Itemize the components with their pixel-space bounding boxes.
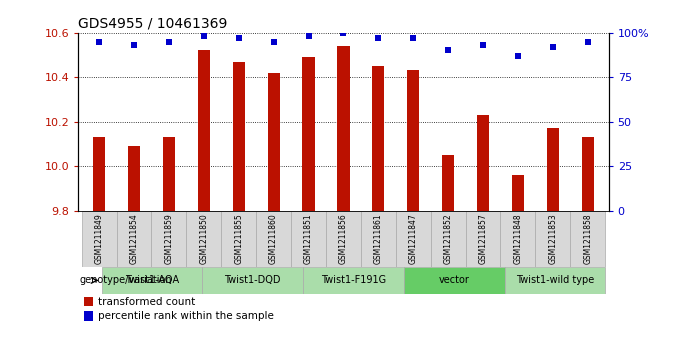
Bar: [93, 137, 105, 211]
Bar: [505, 267, 605, 294]
Text: GSM1211847: GSM1211847: [409, 213, 418, 264]
Text: GSM1211853: GSM1211853: [548, 213, 558, 264]
Bar: [203, 267, 303, 294]
Point: [129, 42, 139, 48]
Text: GSM1211861: GSM1211861: [374, 213, 383, 264]
Bar: [512, 175, 524, 211]
Text: Twist1-wild type: Twist1-wild type: [515, 276, 594, 285]
Bar: [152, 211, 186, 267]
Point: [268, 38, 279, 44]
Bar: [256, 211, 291, 267]
Point: [233, 35, 244, 41]
Bar: [303, 267, 404, 294]
Text: vector: vector: [439, 276, 470, 285]
Bar: [128, 146, 140, 211]
Bar: [500, 211, 535, 267]
Text: GSM1211856: GSM1211856: [339, 213, 348, 264]
Bar: [186, 211, 221, 267]
Point: [443, 48, 454, 53]
Bar: [221, 211, 256, 267]
Text: GDS4955 / 10461369: GDS4955 / 10461369: [78, 16, 228, 30]
Text: GSM1211851: GSM1211851: [304, 213, 313, 264]
Bar: [361, 211, 396, 267]
Text: GSM1211855: GSM1211855: [234, 213, 243, 264]
Bar: [303, 57, 315, 211]
Text: GSM1211848: GSM1211848: [513, 213, 522, 264]
Bar: [581, 137, 594, 211]
Bar: [466, 211, 500, 267]
Bar: [407, 70, 420, 211]
Bar: [267, 73, 279, 211]
Point: [338, 30, 349, 36]
Text: GSM1211860: GSM1211860: [269, 213, 278, 264]
Bar: [291, 211, 326, 267]
Bar: [102, 267, 203, 294]
Bar: [82, 211, 116, 267]
Text: percentile rank within the sample: percentile rank within the sample: [99, 311, 274, 321]
Bar: [547, 128, 559, 211]
Text: genotype/variation: genotype/variation: [80, 276, 173, 285]
Point: [477, 42, 488, 48]
Bar: [430, 211, 466, 267]
Point: [408, 35, 419, 41]
Bar: [535, 211, 571, 267]
Point: [582, 38, 593, 44]
Text: GSM1211850: GSM1211850: [199, 213, 208, 264]
Text: GSM1211858: GSM1211858: [583, 213, 592, 264]
Bar: [404, 267, 505, 294]
Bar: [84, 311, 93, 321]
Bar: [84, 297, 93, 306]
Bar: [198, 50, 210, 211]
Bar: [396, 211, 430, 267]
Bar: [477, 115, 489, 211]
Text: GSM1211854: GSM1211854: [129, 213, 139, 264]
Text: GSM1211857: GSM1211857: [479, 213, 488, 264]
Bar: [337, 46, 350, 211]
Point: [94, 38, 105, 44]
Point: [163, 38, 174, 44]
Point: [513, 53, 524, 59]
Bar: [326, 211, 361, 267]
Bar: [233, 62, 245, 211]
Text: GSM1211852: GSM1211852: [443, 213, 453, 264]
Point: [199, 33, 209, 39]
Point: [303, 33, 314, 39]
Bar: [442, 155, 454, 211]
Bar: [571, 211, 605, 267]
Point: [547, 44, 558, 50]
Bar: [116, 211, 152, 267]
Text: GSM1211849: GSM1211849: [95, 213, 103, 264]
Text: transformed count: transformed count: [99, 297, 196, 307]
Text: Twist1-DQD: Twist1-DQD: [224, 276, 281, 285]
Point: [373, 35, 384, 41]
Bar: [372, 66, 384, 211]
Text: Twist1-F191G: Twist1-F191G: [321, 276, 386, 285]
Text: GSM1211859: GSM1211859: [165, 213, 173, 264]
Text: Twist1-AQA: Twist1-AQA: [125, 276, 179, 285]
Bar: [163, 137, 175, 211]
